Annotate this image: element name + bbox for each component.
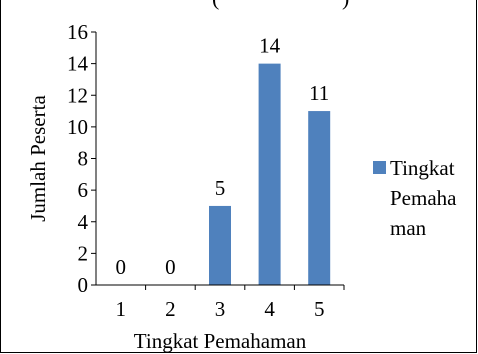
y-tick-label: 4 (78, 210, 89, 234)
y-tick-label: 8 (78, 147, 89, 171)
y-axis-label: Jumlah Peserta (26, 95, 50, 222)
data-label: 0 (165, 255, 176, 279)
y-tick-label: 6 (78, 178, 89, 202)
y-tick-label: 0 (78, 273, 89, 297)
legend-label-line: Tingkat (390, 156, 455, 180)
legend-label-line: Pemaha (390, 186, 457, 210)
x-tick-label: 5 (314, 297, 325, 321)
title-fragment-left: ( (212, 0, 219, 10)
data-label: 0 (116, 255, 127, 279)
legend: Tingkat Pemaha man (373, 156, 457, 240)
y-tick-label: 14 (67, 52, 89, 76)
bar (308, 111, 331, 285)
x-axis-ticks: 1 2 3 4 5 (116, 285, 345, 321)
x-tick-label: 2 (165, 297, 176, 321)
y-tick-label: 10 (67, 115, 88, 139)
title-fragment-right: ) (342, 0, 349, 10)
data-label: 14 (259, 34, 281, 58)
y-tick-label: 12 (67, 83, 88, 107)
data-label: 11 (309, 81, 329, 105)
x-tick-label: 4 (264, 297, 275, 321)
data-label: 5 (215, 176, 226, 200)
data-labels: 0 0 5 14 11 (116, 34, 330, 279)
x-tick-label: 1 (116, 297, 127, 321)
bars (209, 63, 331, 285)
bar (209, 205, 231, 285)
y-tick-label: 16 (67, 20, 88, 44)
x-axis-label: Tingkat Pemahaman (134, 329, 307, 353)
bar (258, 63, 281, 285)
y-axis-ticks: 0 2 4 6 8 10 12 14 16 (67, 20, 96, 297)
x-tick-label: 3 (215, 297, 226, 321)
legend-swatch (373, 161, 386, 174)
legend-label-line: man (390, 216, 427, 240)
y-tick-label: 2 (78, 241, 89, 265)
